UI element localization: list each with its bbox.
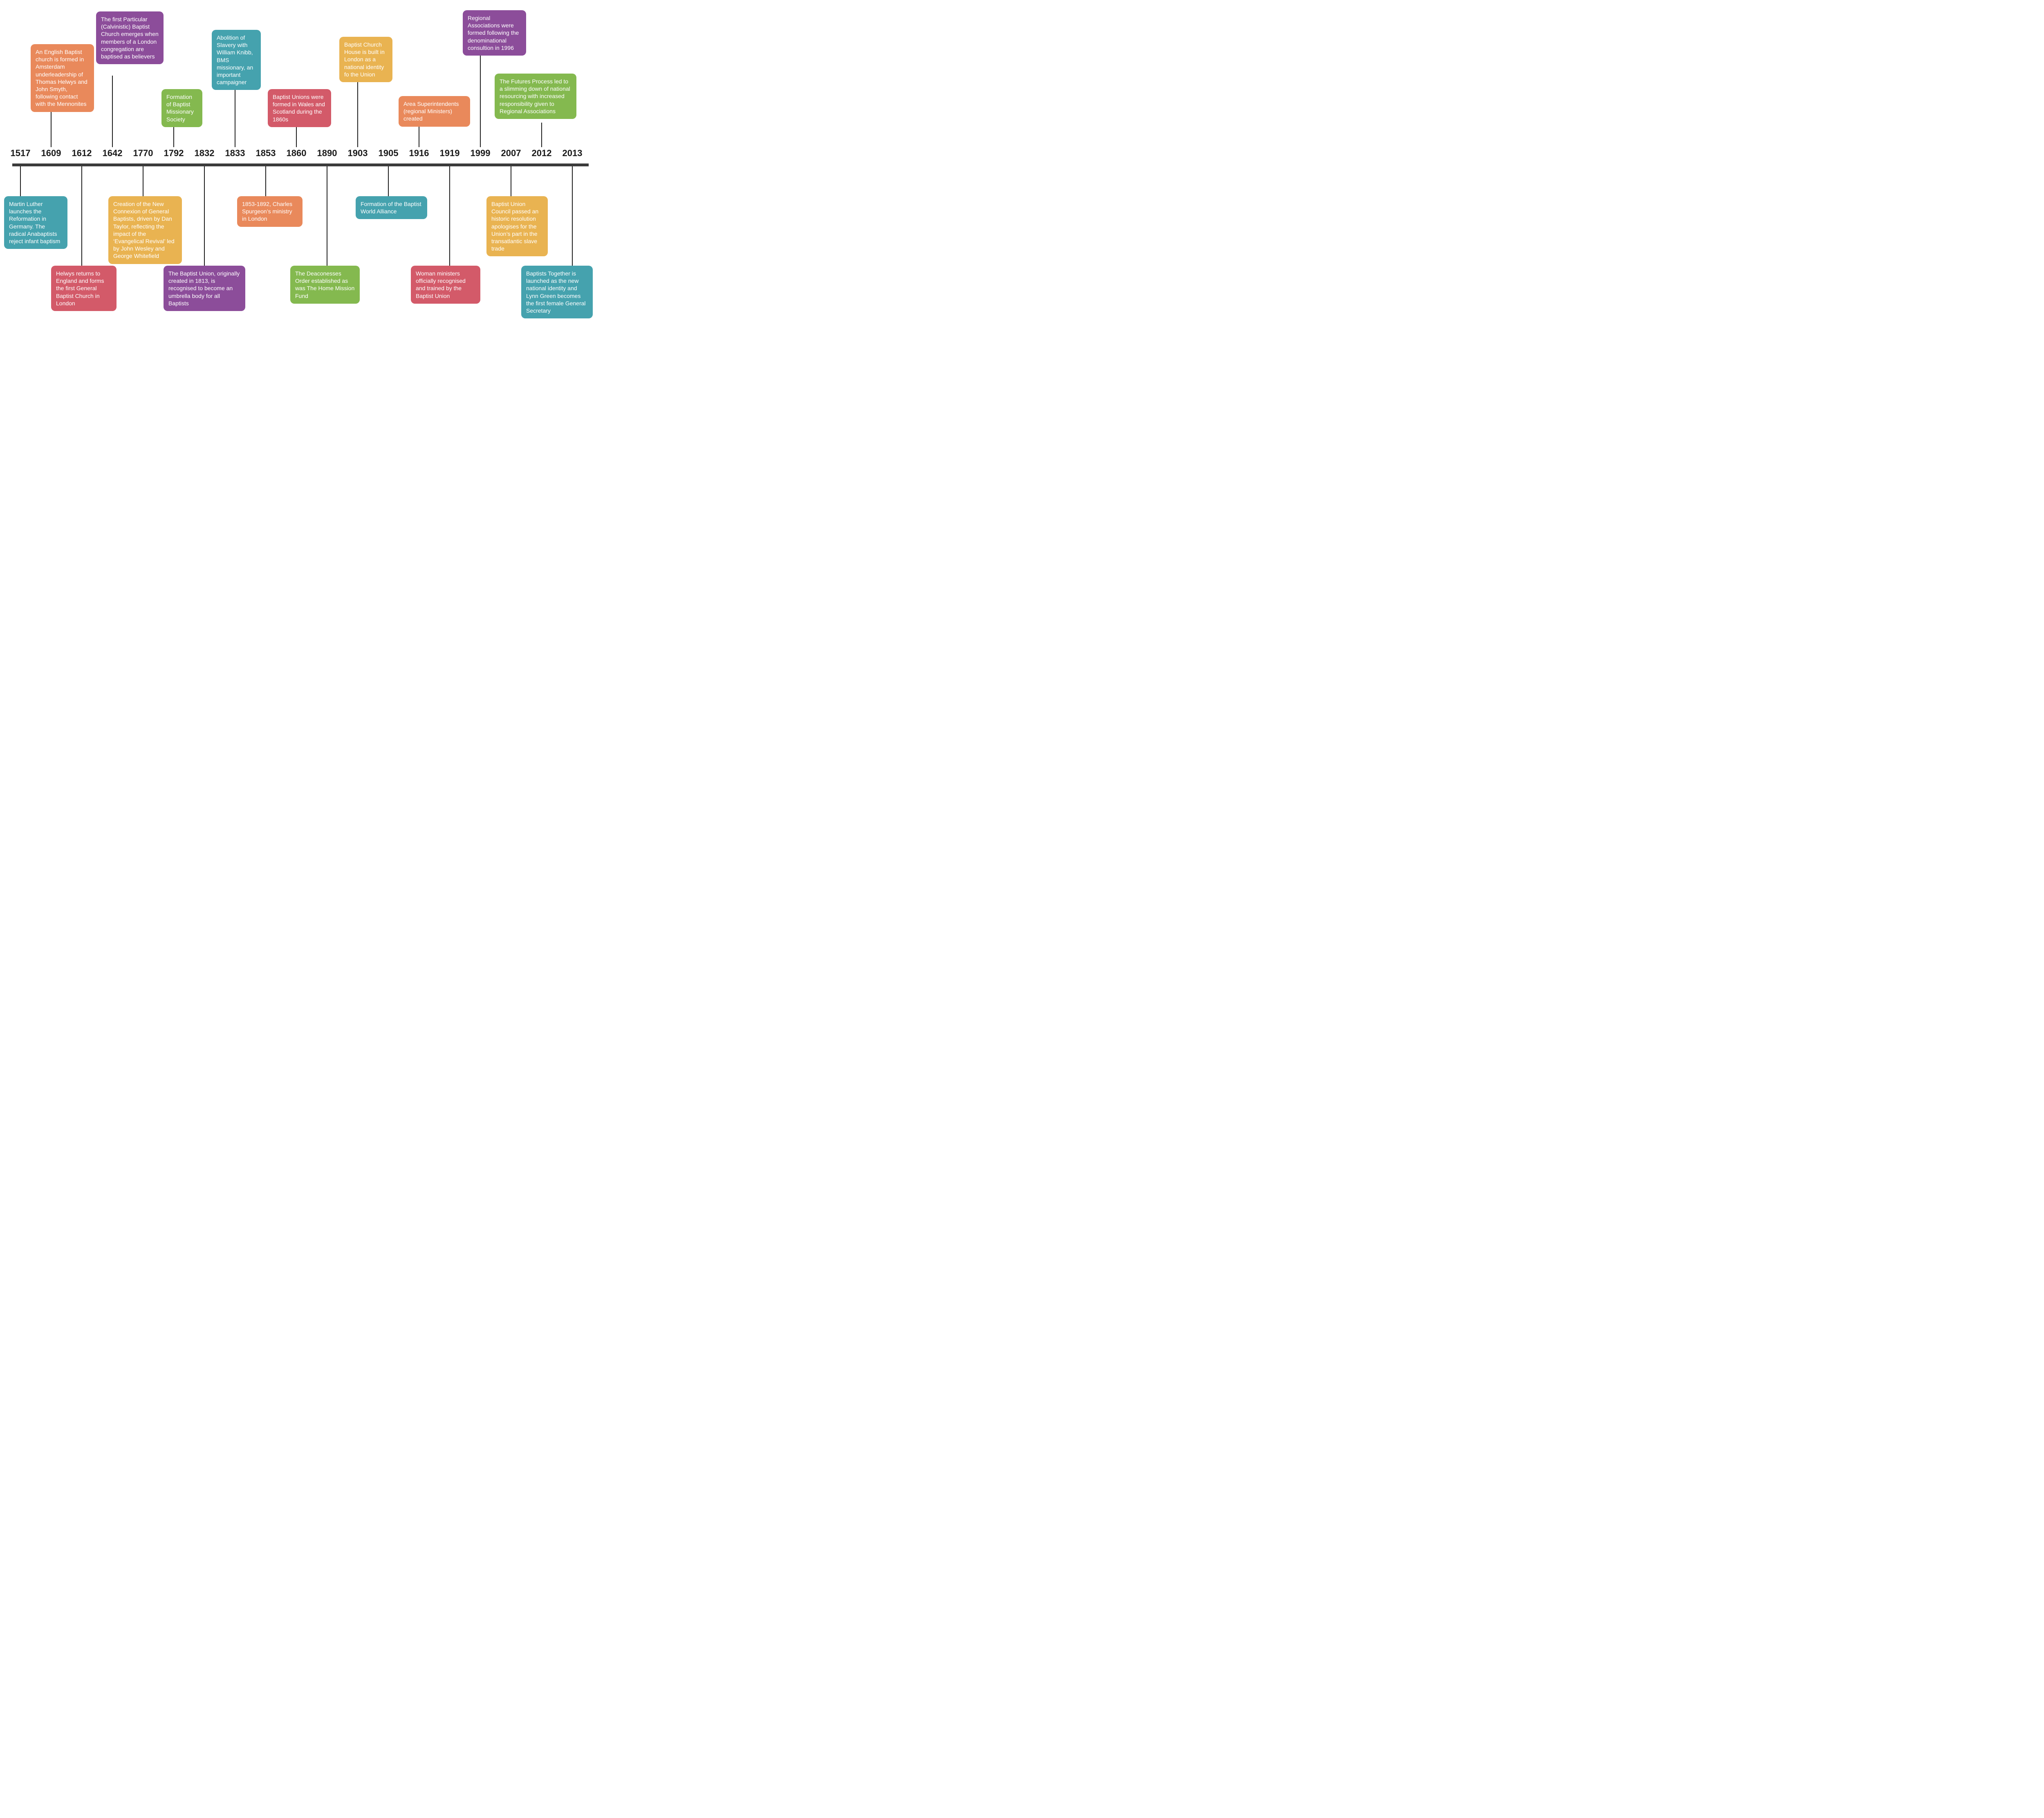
timeline-connector [265,166,266,196]
year-label: 1609 [41,148,61,159]
timeline-event: Creation of the New Connexion of General… [108,196,182,264]
timeline-event: Formation of the Baptist World Alliance [356,196,427,219]
year-label: 1916 [409,148,429,159]
year-label: 2007 [501,148,521,159]
timeline-connector [81,166,82,266]
timeline-connector [204,166,205,266]
year-label: 1890 [317,148,337,159]
timeline-event: Baptist Unions were formed in Wales and … [268,89,331,127]
timeline-event: Helwys returns to England and forms the … [51,266,117,311]
timeline-event: Martin Luther launches the Reformation i… [4,196,67,249]
timeline-connector [480,53,481,147]
year-label: 1999 [471,148,491,159]
timeline-connector [572,166,573,266]
year-label: 1905 [379,148,399,159]
timeline-connector [357,80,358,147]
timeline-event: Formation of Baptist Missionary Society [161,89,202,127]
year-label: 1792 [164,148,184,159]
year-label: 1517 [11,148,31,159]
timeline-connector [388,166,389,196]
timeline-event: 1853-1892, Charles Spurgeon’s ministry i… [237,196,303,227]
timeline-connector [112,76,113,147]
year-label: 1642 [103,148,123,159]
timeline-event: Baptist Union Council passed an historic… [486,196,548,256]
timeline-event: An English Baptist church is formed in A… [31,44,94,112]
year-label: 1860 [287,148,307,159]
timeline-connector [449,166,450,266]
timeline-event: Abolition of Slavery with William Knibb,… [212,30,261,90]
timeline-diagram: 1517 1609 1612 1642 1770 1792 1832 1833 1853 1860… [0,0,601,347]
timeline-axis [12,163,589,166]
timeline-event: Baptists Together is launched as the new… [521,266,593,318]
year-label: 2012 [532,148,552,159]
year-label: 1853 [256,148,276,159]
timeline-event: The Baptist Union, originally created in… [164,266,245,311]
year-label: 1919 [440,148,460,159]
year-label: 1612 [72,148,92,159]
timeline-event: The Deaconesses Order established as was… [290,266,360,304]
timeline-connector [541,123,542,147]
timeline-event: Regional Associations were formed follow… [463,10,526,56]
year-label: 1833 [225,148,245,159]
timeline-event: Area Superintendents (regional Ministers… [399,96,470,127]
year-label: 1832 [195,148,215,159]
year-label: 1770 [133,148,153,159]
timeline-connector [20,166,21,196]
timeline-event: The first Particular (Calvinistic) Bapti… [96,11,164,64]
timeline-event: The Futures Process led to a slimming do… [495,74,576,119]
timeline-event: Baptist Church House is built in London … [339,37,392,82]
timeline-event: Woman ministers officially recognised an… [411,266,480,304]
year-label: 2013 [563,148,583,159]
year-label: 1903 [348,148,368,159]
